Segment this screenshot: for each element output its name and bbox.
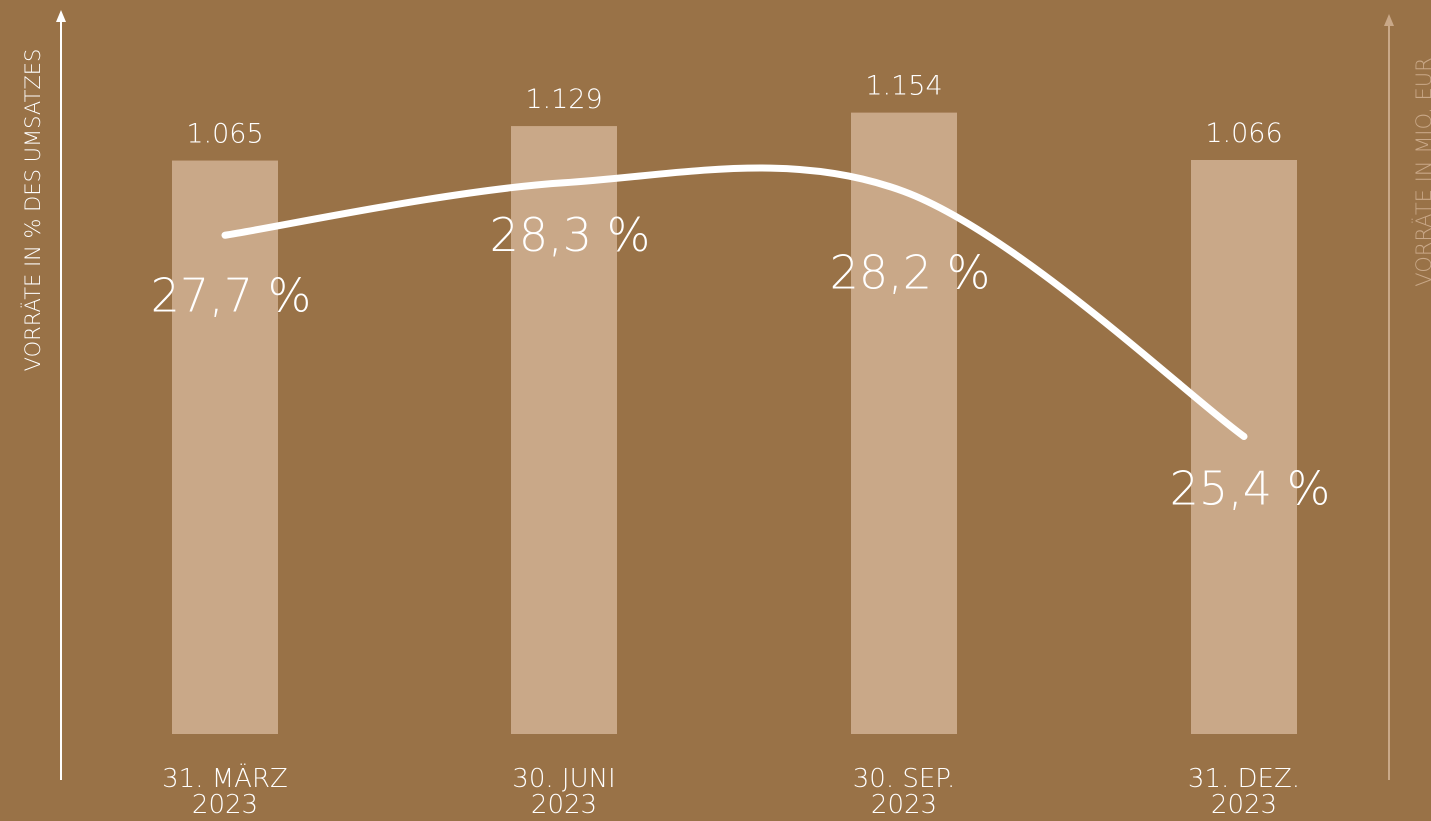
left-axis-label: VORRÄTE IN % DES UMSATZES <box>19 49 45 372</box>
line-value-label: 25,4 % <box>1170 462 1331 516</box>
line-value-label: 28,2 % <box>830 246 991 300</box>
bar <box>172 160 278 735</box>
bar <box>851 112 957 735</box>
line-value-labels: 27,7 % 28,3 % 28,2 % 25,4 % <box>151 208 1331 516</box>
bar <box>511 126 617 735</box>
category-label: 30. JUNI 2023 <box>512 764 615 820</box>
right-axis-arrow-icon <box>1384 14 1394 26</box>
line-value-label: 27,7 % <box>151 268 312 322</box>
bar-value-labels: 1.065 1.129 1.154 1.066 <box>186 71 1282 150</box>
bar-value-label: 1.129 <box>525 84 602 115</box>
category-label: 31. MÄRZ 2023 <box>162 762 288 820</box>
left-axis-arrow-icon <box>56 10 66 22</box>
bar <box>1191 160 1297 734</box>
line-series <box>221 164 1248 440</box>
line-series-path <box>221 164 1248 440</box>
bars <box>172 112 1297 735</box>
right-axis-label: VORRÄTE IN MIO. EUR <box>1410 57 1431 287</box>
category-label: 31. DEZ. 2023 <box>1188 764 1300 820</box>
category-label: 30. SEP. 2023 <box>853 764 955 820</box>
bar-value-label: 1.066 <box>1205 118 1282 149</box>
bar-value-label: 1.065 <box>186 119 263 150</box>
right-axis: VORRÄTE IN MIO. EUR <box>1384 14 1431 780</box>
category-labels: 31. MÄRZ 2023 30. JUNI 2023 30. SEP. 2023 31. … <box>162 762 1300 820</box>
bar-value-label: 1.154 <box>865 71 942 102</box>
left-axis: VORRÄTE IN % DES UMSATZES <box>19 10 66 780</box>
line-value-label: 28,3 % <box>490 208 651 262</box>
